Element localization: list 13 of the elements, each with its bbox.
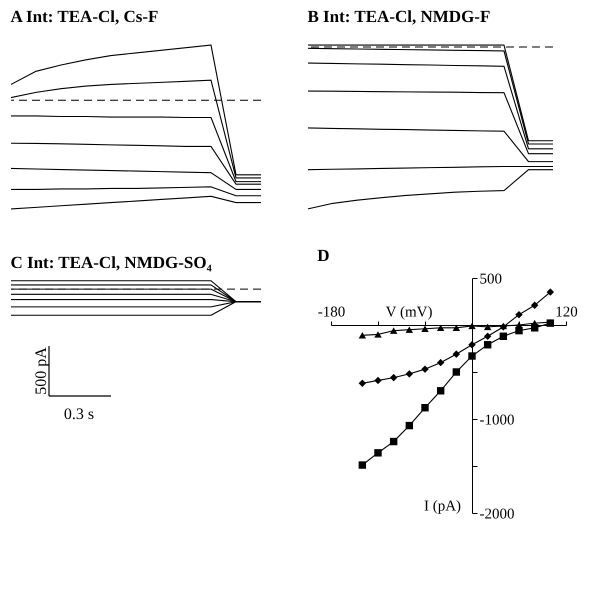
x-tick-label: 120 — [555, 304, 578, 320]
y-axis-title: I (pA) — [424, 498, 462, 514]
chart-title: A Int: TEA-Cl, Cs-F — [10, 7, 158, 26]
chart-title: C Int: TEA-Cl, NMDG-SO₄ — [10, 253, 212, 272]
x-axis-title: V (mV) — [386, 304, 432, 320]
text: 500 pA — [33, 346, 50, 395]
x-tick-label: -180 — [318, 304, 346, 320]
chart-title: B Int: TEA-Cl, NMDG-F — [307, 7, 490, 26]
chart-title: D — [317, 246, 330, 265]
y-tick-label: 500 — [480, 272, 502, 288]
y-tick-label: -1000 — [480, 412, 514, 428]
text: 0.3 s — [64, 406, 94, 423]
y-tick-label: -2000 — [480, 506, 514, 522]
